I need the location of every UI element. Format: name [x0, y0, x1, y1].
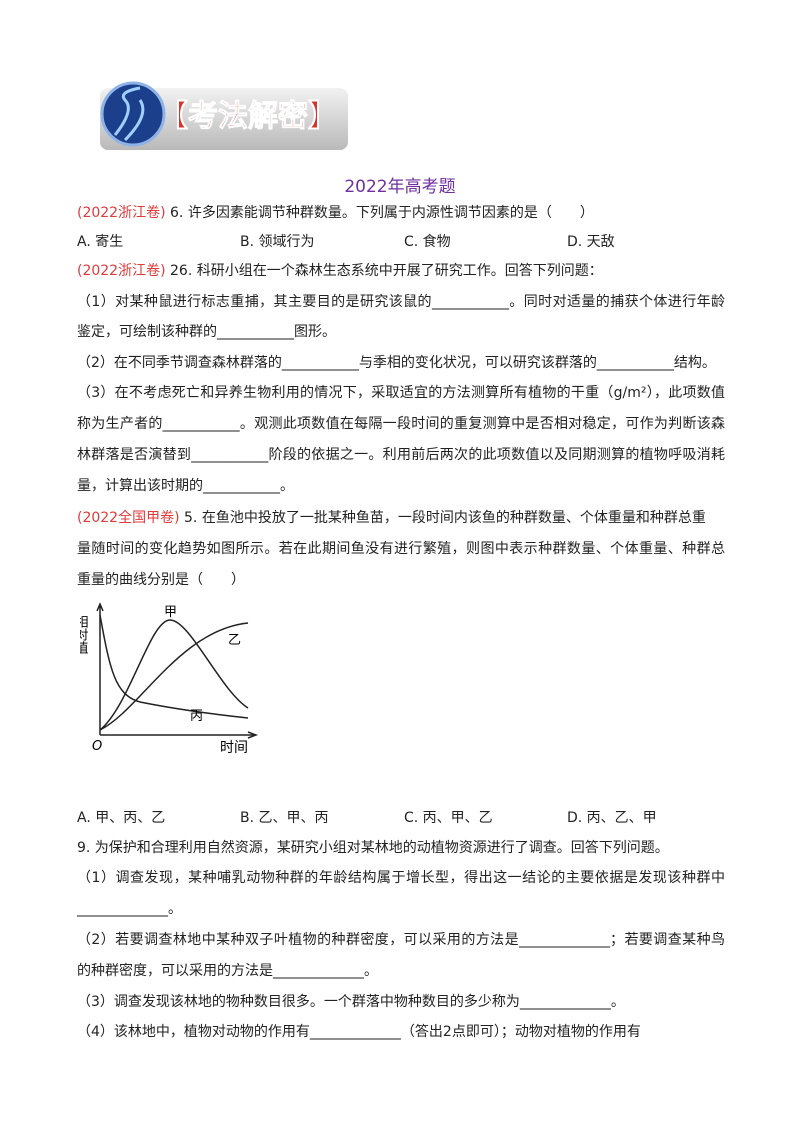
x-label: 时间: [220, 740, 248, 756]
dna: [113, 86, 145, 142]
curve: [99, 622, 249, 731]
curve: [99, 619, 249, 731]
stem: 26. 科研小组在一个森林生态系统中开展了研究工作。回答下列问题：: [170, 263, 603, 279]
option: C. 食物: [404, 234, 451, 250]
text-line: _____________。: [77, 901, 182, 917]
text-line: （3）调查发现该林地的物种数目很多。一个群落中物种数目的多少称为________…: [77, 994, 625, 1010]
text-line: （1）调查发现，某种哺乳动物种群的年龄结构属于增长型，得出这一结论的主要依据是发…: [77, 870, 725, 886]
banner-icon: [100, 81, 166, 147]
text-line: 量，计算出该时期的___________。: [77, 478, 294, 494]
stem: 5. 在鱼池中投放了一批某种鱼苗，一段时间内该鱼的种群数量、个体重量和种群总重: [184, 510, 706, 526]
curve-label: 甲: [164, 605, 177, 620]
text-line: 鉴定，可绘制该种群的___________图形。: [77, 324, 336, 340]
option: B. 领域行为: [240, 234, 315, 250]
text-line: 9. 为保护和合理利用自然资源，某研究小组对某林地的动植物资源进行了调查。回答下…: [77, 840, 669, 856]
x-axis: [100, 731, 259, 739]
text-line: 量随时间的变化趋势如图所示。若在此期间鱼没有进行繁殖，则图中表示种群数量、个体重…: [77, 541, 725, 557]
source: (2022浙江卷): [77, 263, 166, 279]
curve-label: 乙: [228, 633, 241, 648]
y-axis: [96, 602, 104, 735]
option: D. 天敌: [567, 234, 615, 250]
origin: O: [92, 739, 102, 754]
source: (2022浙江卷): [77, 205, 166, 221]
q1: (2022浙江卷) 6. 许多因素能调节种群数量。下列属于内源性调节因素的是（ …: [77, 203, 594, 223]
source: (2022全国甲卷): [77, 510, 180, 526]
text-line: 称为生产者的___________。观测此项数值在每隔一段时间的重复测算中是否相…: [77, 416, 725, 432]
banner-text: 【考法解密】: [158, 99, 338, 134]
text-line: 林群落是否演替到___________阶段的依据之一。利用前后两次的此项数值以及…: [77, 447, 725, 463]
text-line: 重量的曲线分别是（ ）: [77, 572, 245, 588]
text-line: （2）若要调查林地中某种双子叶植物的种群密度，可以采用的方法是_________…: [77, 932, 725, 948]
stem: 6. 许多因素能调节种群数量。下列属于内源性调节因素的是（ ）: [170, 205, 594, 221]
option: A. 寄生: [77, 234, 124, 250]
q2: (2022浙江卷) 26. 科研小组在一个森林生态系统中开展了研究工作。回答下列…: [77, 261, 603, 281]
option: A. 甲、丙、乙: [77, 810, 166, 826]
y-label: 相对值: [80, 615, 88, 655]
curve: [99, 614, 249, 719]
text-line: （2）在不同季节调查森林群落的___________与季相的变化状况，可以研究该…: [77, 355, 716, 371]
text-line: （1）对某种鼠进行标志重捕，其主要目的是研究该鼠的___________。同时对…: [77, 294, 725, 310]
banner: 【考法解密】: [100, 81, 348, 150]
curve-label: 丙: [190, 709, 203, 724]
title: 2022年高考题: [344, 177, 456, 197]
option: B. 乙、甲、丙: [240, 810, 329, 826]
option: D. 丙、乙、甲: [567, 810, 657, 826]
text-line: （4）该林地中，植物对动物的作用有_____________（答出2点即可）；动…: [77, 1024, 641, 1040]
q3: (2022全国甲卷) 5. 在鱼池中投放了一批某种鱼苗，一段时间内该鱼的种群数量…: [77, 508, 706, 528]
figure: 甲 乙 丙 相对值 O 时间: [80, 602, 259, 756]
text-line: （3）在不考虑死亡和异养生物利用的情况下，采取适宜的方法测算所有植物的干重（g/…: [77, 385, 725, 401]
text-line: 的种群密度，可以采用的方法是_____________。: [77, 963, 378, 979]
option: C. 丙、甲、乙: [404, 810, 493, 826]
